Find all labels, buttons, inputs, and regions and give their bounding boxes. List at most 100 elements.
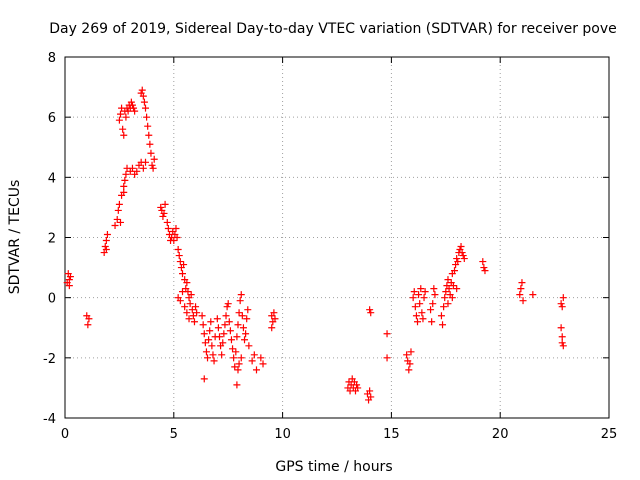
data-point [139, 164, 147, 172]
data-point [252, 366, 260, 374]
data-point [437, 312, 445, 320]
data-point [159, 212, 167, 220]
data-point [518, 279, 526, 287]
data-point [150, 155, 158, 163]
data-point [458, 249, 466, 257]
data-point [421, 288, 429, 296]
data-point [235, 360, 243, 368]
data-point [409, 294, 417, 302]
data-point [147, 149, 155, 157]
x-tick-label: 25 [601, 427, 618, 442]
data-point [271, 315, 279, 323]
y-tick-label: -2 [43, 352, 56, 367]
data-point [479, 258, 487, 266]
data-point [128, 164, 136, 172]
data-point [403, 351, 411, 359]
data-point [187, 291, 195, 299]
data-point [143, 113, 151, 121]
data-point [223, 303, 231, 311]
data-point [122, 113, 130, 121]
data-point [448, 294, 456, 302]
data-point [121, 176, 129, 184]
data-point [164, 224, 172, 232]
data-point [176, 297, 184, 305]
data-point [128, 101, 136, 109]
data-point [199, 321, 207, 329]
data-point [227, 336, 235, 344]
data-point [244, 306, 252, 314]
axis-ticks [64, 56, 610, 419]
data-point [481, 267, 489, 275]
data-point [170, 237, 178, 245]
data-point [407, 348, 415, 356]
data-point [417, 285, 425, 293]
data-point [130, 104, 138, 112]
data-point [180, 261, 188, 269]
data-point [457, 243, 465, 251]
data-point [427, 306, 435, 314]
data-point [198, 312, 206, 320]
data-point [225, 318, 233, 326]
data-point [102, 237, 110, 245]
data-point [157, 203, 165, 211]
data-point [140, 98, 148, 106]
data-point [229, 345, 237, 353]
data-point [208, 342, 216, 350]
y-tick-label: -4 [43, 412, 56, 427]
data-point [189, 312, 197, 320]
data-point [250, 351, 258, 359]
data-point [206, 327, 214, 335]
data-point [163, 218, 171, 226]
data-point [138, 86, 146, 94]
data-point [111, 221, 119, 229]
data-point [84, 321, 92, 329]
data-point [119, 125, 127, 133]
data-point [411, 303, 419, 311]
y-tick-label: 4 [48, 171, 56, 186]
data-point [241, 336, 249, 344]
data-point [133, 167, 141, 175]
data-point [139, 92, 147, 100]
x-tick-label: 5 [170, 427, 178, 442]
data-point [230, 354, 238, 362]
data-point [116, 218, 124, 226]
data-point [65, 282, 73, 290]
data-point [120, 188, 128, 196]
data-point [557, 324, 565, 332]
data-point [209, 351, 217, 359]
data-point [270, 309, 278, 317]
data-point [418, 309, 426, 317]
data-point [366, 306, 374, 314]
data-point [161, 200, 169, 208]
data-point [114, 206, 122, 214]
data-point [234, 321, 242, 329]
data-point [116, 110, 124, 118]
data-point [66, 273, 74, 281]
data-point [558, 333, 566, 341]
data-point [410, 288, 418, 296]
data-point [245, 342, 253, 350]
data-point [558, 339, 566, 347]
data-point [236, 297, 244, 305]
data-point [179, 270, 187, 278]
data-point [529, 291, 537, 299]
data-point [200, 330, 208, 338]
data-point [234, 366, 242, 374]
data-point [516, 291, 524, 299]
data-point [243, 315, 251, 323]
data-point [517, 285, 525, 293]
data-point [428, 318, 436, 326]
data-point [367, 393, 375, 401]
data-point [454, 258, 462, 266]
data-point [186, 300, 194, 308]
x-tick-label: 15 [383, 427, 400, 442]
x-tick-label: 10 [274, 427, 291, 442]
data-point [557, 300, 565, 308]
data-point [219, 339, 227, 347]
data-point [174, 246, 182, 254]
data-point [179, 288, 187, 296]
data-point [218, 351, 226, 359]
data-point [65, 276, 73, 284]
data-point [439, 321, 447, 329]
data-point [115, 200, 123, 208]
